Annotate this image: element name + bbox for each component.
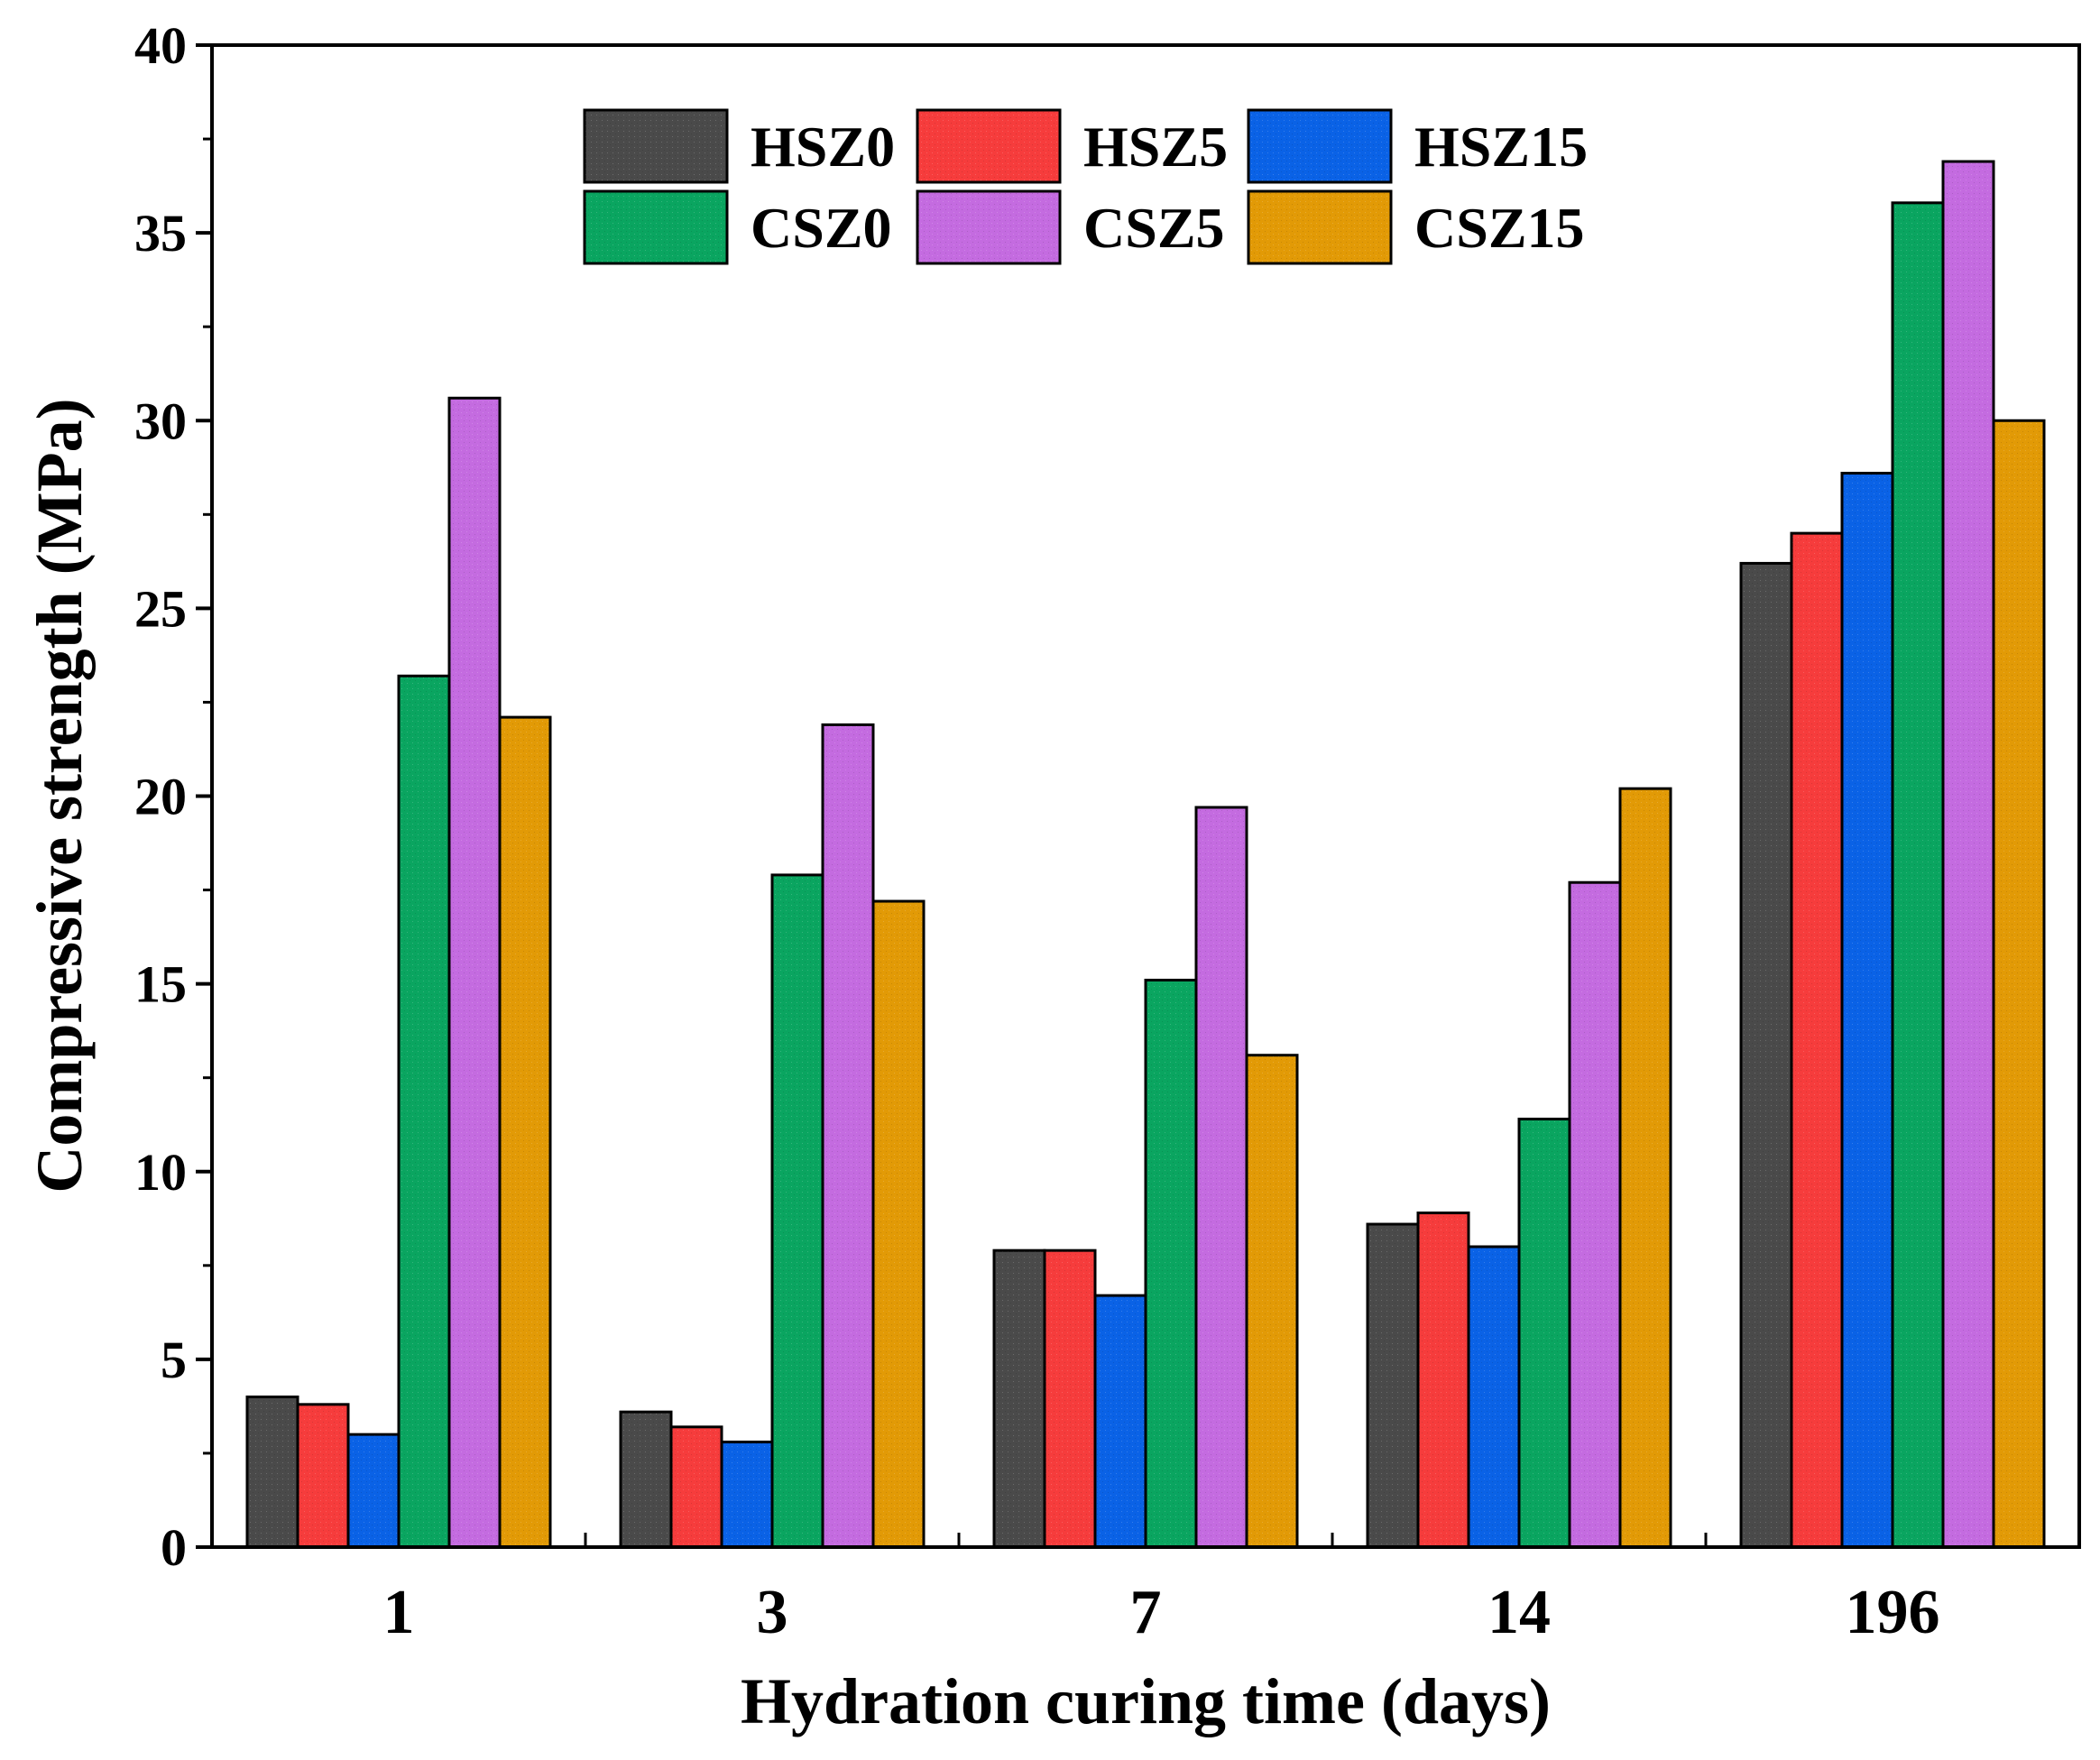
bar-csz15-day-14 — [1618, 787, 1672, 1549]
bar-hsz5-day-7 — [1043, 1249, 1097, 1549]
legend-label-csz0: CSZ0 — [751, 196, 892, 260]
bar-hsz5-day-14 — [1416, 1212, 1470, 1549]
bar-hsz15-day-196 — [1840, 472, 1894, 1549]
legend-swatch-hsz5 — [916, 108, 1062, 184]
bar-hsz15-day-7 — [1093, 1294, 1147, 1549]
legend-label-hsz0: HSZ0 — [751, 115, 895, 179]
bar-csz5-day-3 — [821, 723, 875, 1549]
bar-csz15-day-1 — [498, 715, 552, 1549]
bar-csz0-day-3 — [770, 873, 824, 1549]
bar-hsz0-day-196 — [1739, 561, 1793, 1549]
x-tick-label-1: 1 — [383, 1578, 415, 1647]
y-tick-label-15: 15 — [134, 955, 187, 1014]
bar-hsz5-day-196 — [1790, 531, 1844, 1549]
bar-csz15-day-7 — [1245, 1054, 1299, 1549]
x-tick-label-14: 14 — [1488, 1578, 1551, 1647]
legend-label-hsz15: HSZ15 — [1414, 115, 1588, 179]
axes-group: 1 3 7 14 196 0 5 10 15 20 25 30 35 40 — [134, 16, 1940, 1647]
bar-csz5-day-1 — [447, 396, 502, 1549]
bar-csz5-day-196 — [1941, 160, 1995, 1549]
bar-hsz0-day-1 — [245, 1396, 299, 1549]
bar-hsz15-day-3 — [720, 1440, 774, 1549]
y-tick-label-40: 40 — [134, 16, 187, 75]
x-tick-label-3: 3 — [757, 1578, 788, 1647]
y-tick-label-10: 10 — [134, 1143, 187, 1202]
bar-csz0-day-7 — [1144, 978, 1198, 1549]
bar-csz0-day-14 — [1517, 1117, 1571, 1549]
legend-label-hsz5: HSZ5 — [1083, 115, 1228, 179]
bar-hsz0-day-14 — [1366, 1222, 1420, 1549]
bar-hsz15-day-14 — [1467, 1245, 1521, 1549]
x-axis-title: Hydration curing time (days) — [741, 1665, 1551, 1737]
y-tick-label-5: 5 — [161, 1331, 187, 1389]
x-tick-label-7: 7 — [1130, 1578, 1162, 1647]
legend: HSZ0 HSZ5 HSZ15 CSZ0 CSZ5 CSZ15 — [583, 108, 1588, 265]
y-tick-label-20: 20 — [134, 768, 187, 826]
y-tick-label-35: 35 — [134, 204, 187, 263]
bar-csz15-day-3 — [871, 899, 926, 1549]
bar-hsz0-day-3 — [619, 1410, 673, 1549]
bar-csz15-day-196 — [1992, 419, 2046, 1549]
legend-label-csz15: CSZ15 — [1414, 196, 1585, 260]
legend-swatch-csz15 — [1247, 189, 1393, 265]
bar-hsz0-day-7 — [992, 1249, 1046, 1549]
bar-hsz15-day-1 — [346, 1433, 401, 1549]
y-tick-label-0: 0 — [161, 1518, 187, 1577]
bar-csz0-day-1 — [397, 674, 451, 1549]
y-axis-title: Compressive strength (MPa) — [23, 398, 96, 1193]
legend-swatch-hsz15 — [1247, 108, 1393, 184]
x-tick-label-196: 196 — [1846, 1578, 1940, 1647]
bar-hsz5-day-3 — [669, 1425, 723, 1549]
legend-swatch-hsz0 — [583, 108, 729, 184]
legend-swatch-csz5 — [916, 189, 1062, 265]
legend-label-csz5: CSZ5 — [1083, 196, 1225, 260]
y-tick-label-25: 25 — [134, 579, 187, 638]
bar-csz0-day-196 — [1891, 201, 1945, 1549]
y-tick-label-30: 30 — [134, 392, 187, 450]
bars-group — [245, 160, 2046, 1549]
legend-swatch-csz0 — [583, 189, 729, 265]
bar-csz5-day-7 — [1194, 806, 1248, 1549]
bar-hsz5-day-1 — [296, 1403, 350, 1549]
bar-csz5-day-14 — [1568, 880, 1622, 1549]
